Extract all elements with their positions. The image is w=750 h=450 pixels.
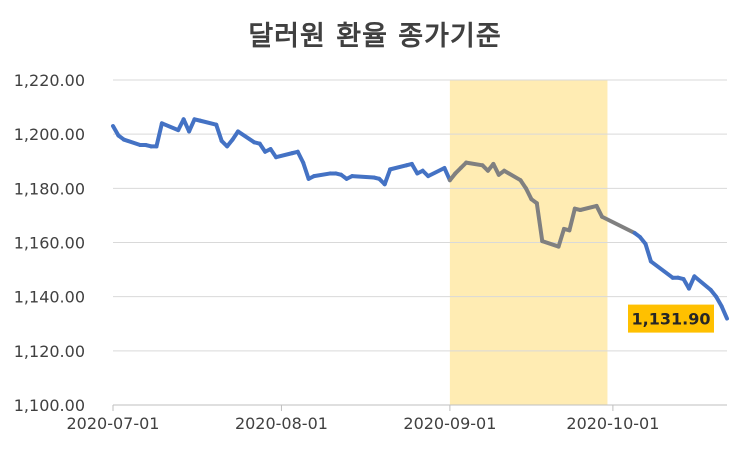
x-tick-label: 2020-09-01 — [403, 414, 496, 433]
y-tick-label: 1,160.00 — [14, 234, 85, 253]
last-value-callout-label: 1,131.90 — [632, 310, 711, 329]
line-segment — [350, 174, 376, 180]
y-tick-label: 1,120.00 — [14, 342, 85, 361]
line-segment — [426, 166, 447, 179]
line-segment — [301, 160, 311, 181]
line-segment — [567, 206, 577, 233]
y-tick-label: 1,100.00 — [14, 396, 85, 415]
last-value-callout-box — [628, 304, 714, 333]
line-segment — [214, 122, 224, 143]
line-segment — [154, 121, 164, 149]
line-segment — [295, 149, 306, 165]
y-tick-label: 1,200.00 — [14, 125, 85, 144]
line-segment — [686, 274, 697, 291]
line-segment — [523, 186, 534, 202]
line-segment — [692, 274, 713, 292]
line-segment — [197, 118, 219, 127]
line-segment — [643, 241, 653, 264]
line-segment — [502, 168, 523, 183]
x-tick-label: 2020-08-01 — [235, 414, 328, 433]
y-tick-label: 1,140.00 — [14, 288, 85, 307]
line-segment — [719, 304, 729, 321]
line-segment — [312, 171, 333, 179]
line-segment — [274, 151, 295, 160]
line-segment — [556, 226, 566, 249]
line-segment — [578, 203, 599, 212]
x-tick-label: 2020-07-01 — [67, 414, 160, 433]
line-segment — [464, 160, 485, 168]
line-segment — [648, 259, 675, 280]
chart-title: 달러원 환율 종가기준 — [248, 21, 502, 52]
line-segment — [159, 121, 181, 133]
line-segment — [540, 239, 561, 249]
x-tick-label: 2020-10-01 — [566, 414, 659, 433]
line-segment — [594, 203, 605, 219]
line-segment — [382, 167, 393, 187]
line-segment — [534, 201, 545, 244]
y-tick-label: 1,220.00 — [14, 71, 85, 90]
line-segment — [235, 129, 257, 145]
line-segment — [600, 214, 637, 236]
line-segment — [187, 117, 197, 134]
line-segment — [388, 163, 409, 172]
y-tick-label: 1,180.00 — [14, 179, 85, 198]
line-segment — [121, 137, 143, 147]
